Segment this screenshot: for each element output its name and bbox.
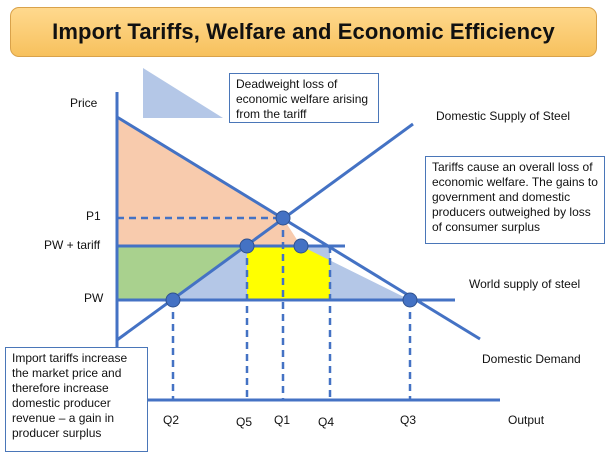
q2-label: Q2 [163,413,180,427]
q4-label: Q4 [318,415,335,429]
deadweight-loss-note: Deadweight loss of economic welfare aris… [229,73,379,123]
world-demand-point [402,292,418,308]
pw-tariff-label: PW + tariff [44,238,101,252]
tariff-supply-point [239,238,255,254]
q5-label: Q5 [236,415,253,429]
p1-label: P1 [86,209,101,223]
domestic-supply-curve [116,122,414,342]
tariff-demand-point [293,238,309,254]
output-axis-label: Output [508,413,545,427]
deadweight-legend-swatch [143,68,223,118]
domestic-demand-label: Domestic Demand [482,352,581,366]
domestic-supply-label: Domestic Supply of Steel [436,109,571,123]
pw-label: PW [84,291,104,305]
welfare-loss-note: Tariffs cause an overall loss of economi… [425,156,605,244]
government-revenue-area [247,246,330,300]
producer-surplus-gain-area [117,246,247,300]
world-supply-label: World supply of steel [469,277,581,291]
title-banner: Import Tariffs, Welfare and Economic Eff… [10,7,597,57]
equilibrium-point [275,210,291,226]
price-axis-label: Price [70,96,98,110]
q3-label: Q3 [400,413,417,427]
deadweight-loss-right-area [301,246,410,300]
world-supply-point [165,292,181,308]
producer-surplus-note: Import tariffs increase the market price… [5,347,148,452]
page-title: Import Tariffs, Welfare and Economic Eff… [52,19,555,44]
domestic-demand-curve [116,115,481,341]
tariff-price-band [117,218,301,246]
q1-label: Q1 [274,413,291,427]
